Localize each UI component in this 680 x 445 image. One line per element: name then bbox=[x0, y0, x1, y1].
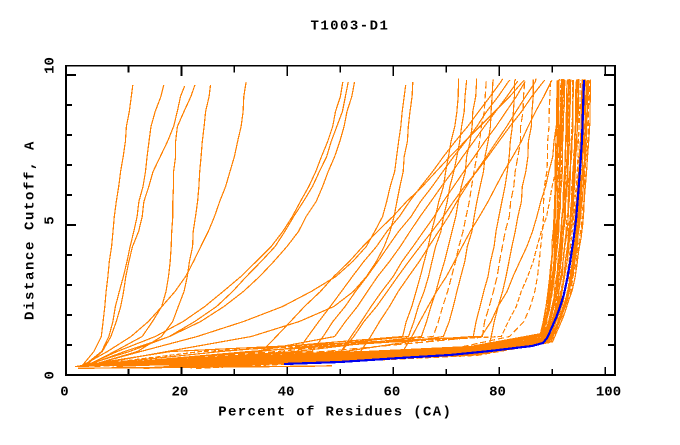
svg-text:60: 60 bbox=[383, 385, 400, 401]
svg-text:80: 80 bbox=[489, 385, 506, 401]
svg-text:Distance Cutoff, A: Distance Cutoff, A bbox=[23, 140, 39, 320]
svg-text:5: 5 bbox=[43, 216, 59, 224]
svg-text:0: 0 bbox=[60, 385, 68, 401]
svg-text:T1003-D1: T1003-D1 bbox=[310, 19, 389, 35]
svg-text:0: 0 bbox=[43, 371, 59, 379]
svg-text:Percent of Residues (CA): Percent of Residues (CA) bbox=[218, 405, 452, 421]
svg-text:20: 20 bbox=[171, 385, 188, 401]
svg-text:10: 10 bbox=[43, 57, 59, 74]
svg-text:100: 100 bbox=[596, 385, 621, 401]
svg-text:40: 40 bbox=[278, 385, 295, 401]
